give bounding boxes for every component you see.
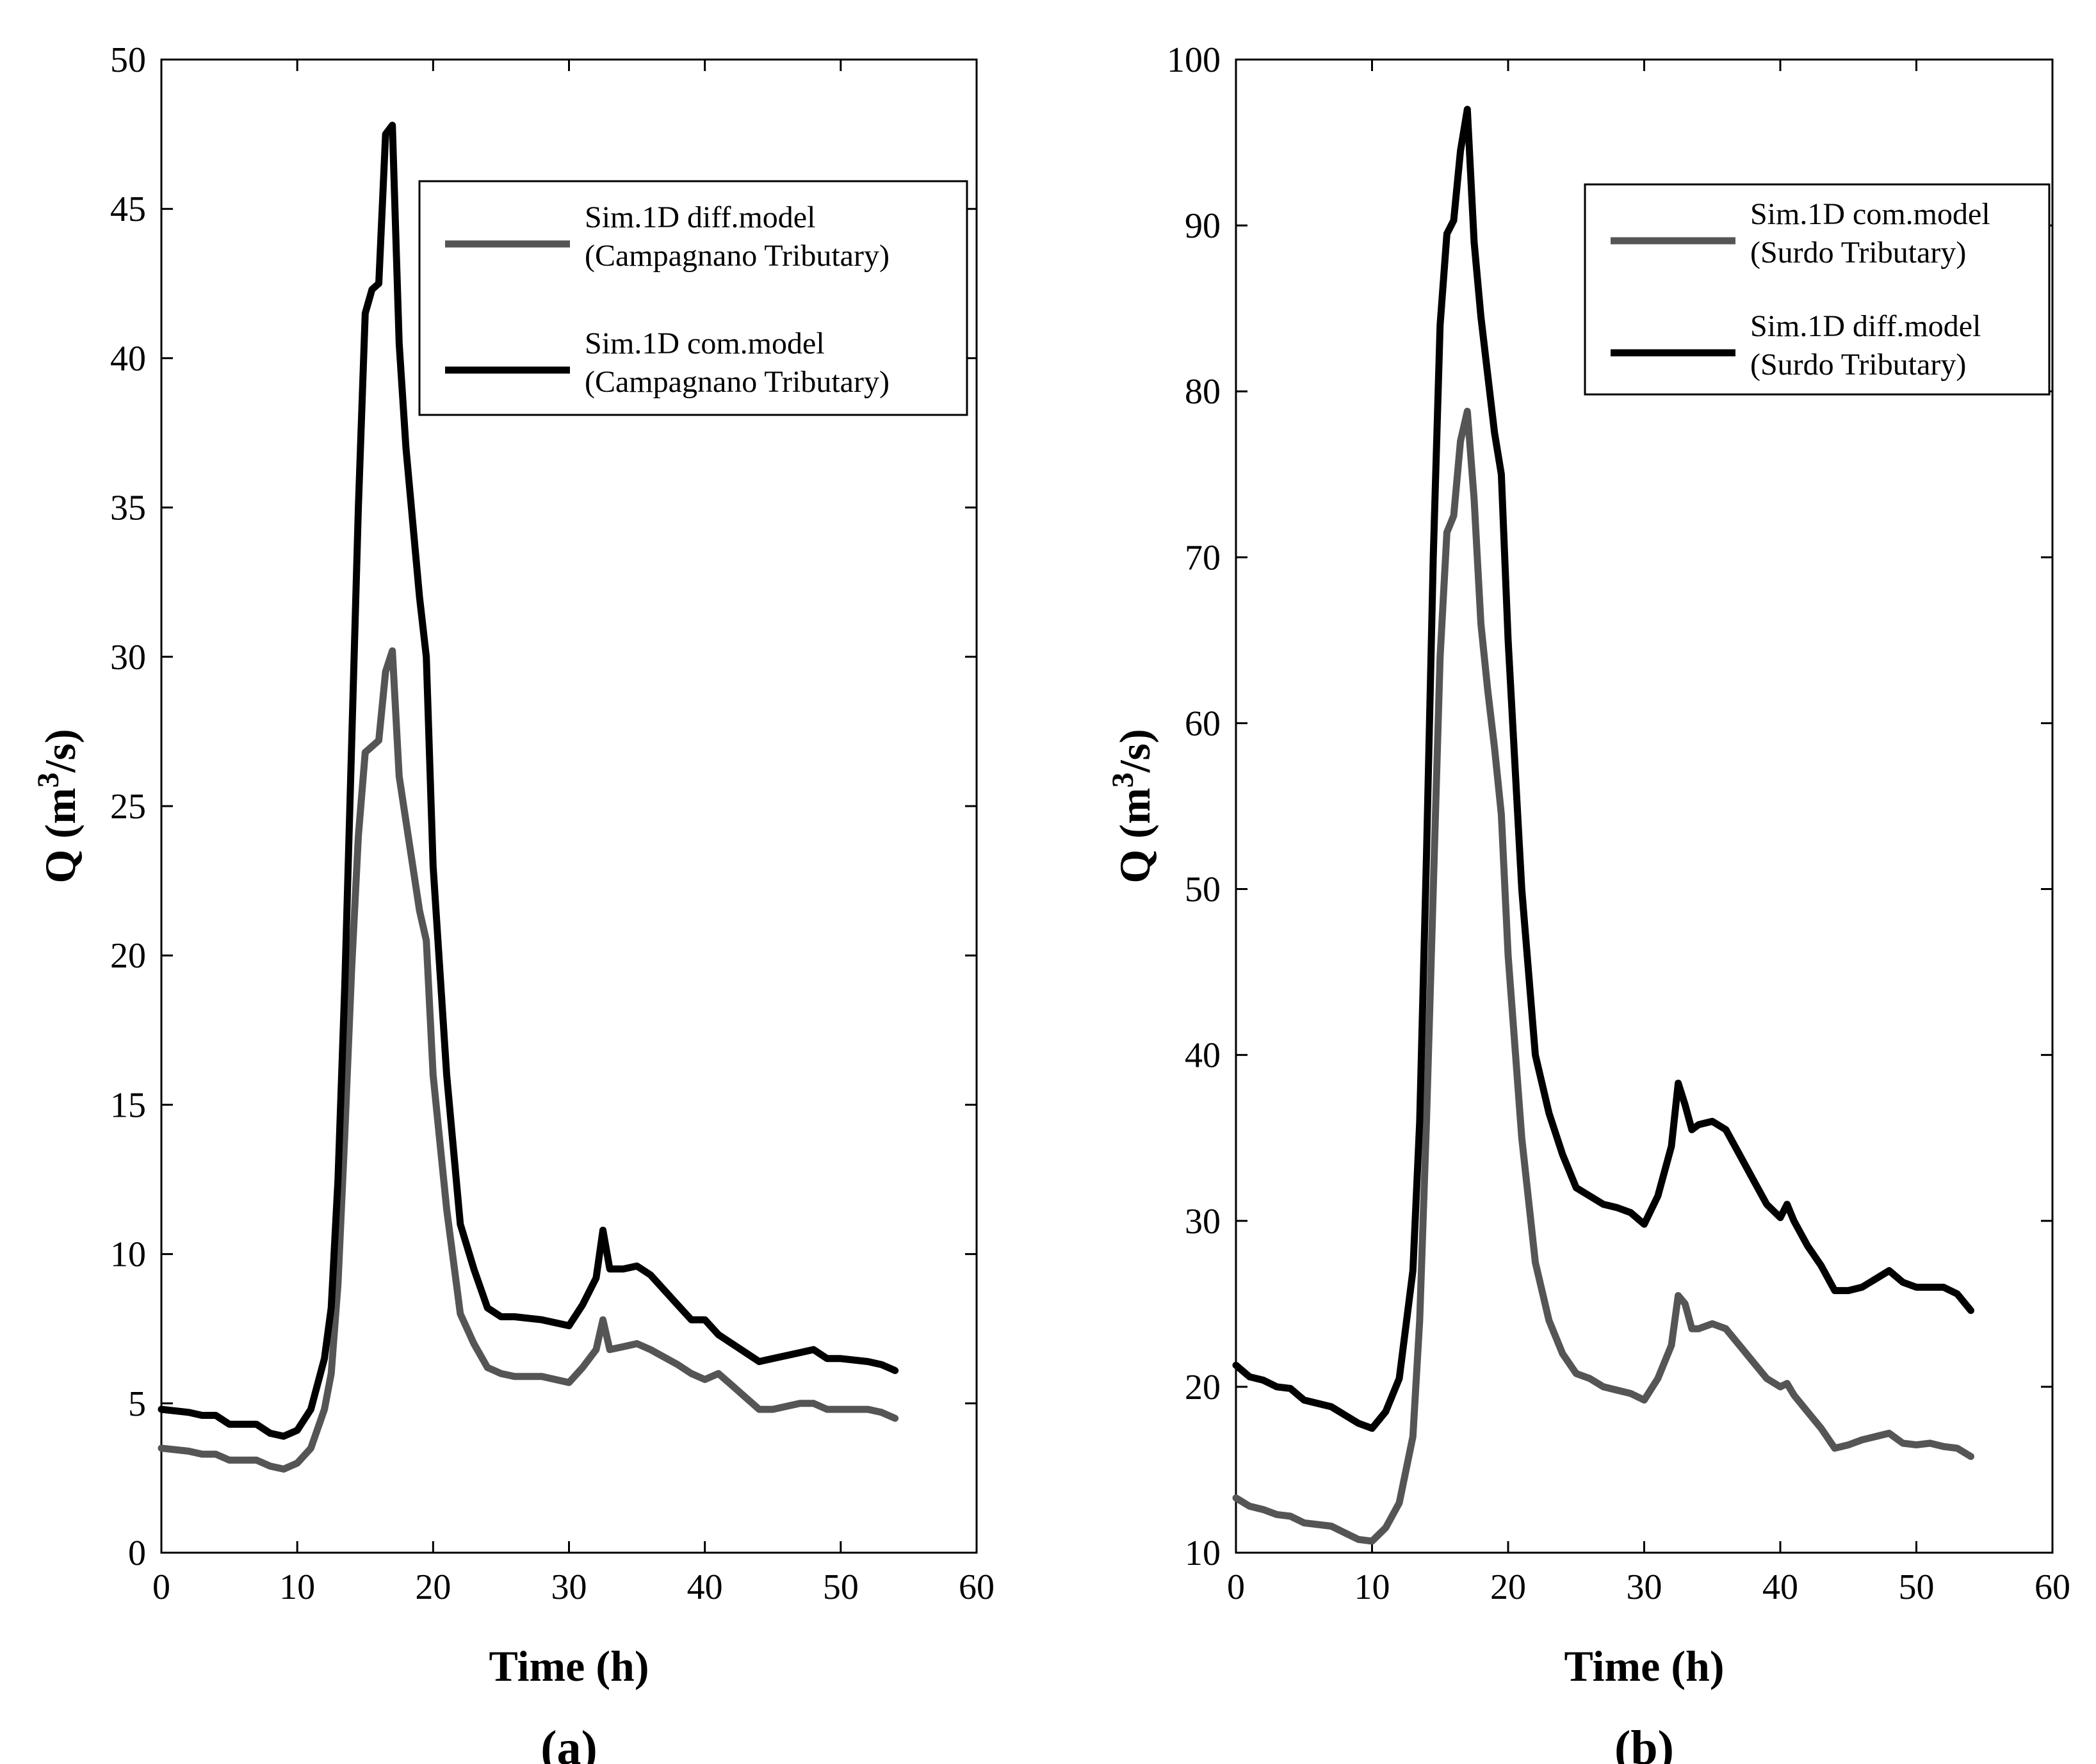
- y-tick-label: 35: [110, 489, 146, 528]
- x-axis-label: Time (h): [489, 1642, 649, 1690]
- x-axis-label: Time (h): [1564, 1642, 1725, 1690]
- y-tick-label: 20: [1185, 1368, 1221, 1407]
- y-tick-label: 50: [110, 40, 146, 80]
- x-tick-label: 0: [152, 1567, 170, 1607]
- legend-box: [418, 180, 968, 416]
- x-tick-label: 20: [415, 1567, 451, 1607]
- legend-label-1-line2: (Campagnano Tributary): [585, 239, 890, 273]
- y-axis-label: Q (m3/s): [1106, 729, 1159, 883]
- y-axis-label: Q (m3/s): [31, 729, 85, 883]
- y-tick-label: 70: [1185, 538, 1221, 578]
- series-line-1: [1232, 407, 1974, 1545]
- x-tick-label: 50: [1899, 1567, 1935, 1607]
- y-tick-label: 100: [1167, 40, 1221, 80]
- x-tick-label: 40: [687, 1567, 723, 1607]
- y-tick-label: 30: [110, 638, 146, 677]
- y-tick-label: 0: [128, 1533, 146, 1573]
- y-tick-label: 80: [1185, 372, 1221, 412]
- legend-label-2-line2: (Campagnano Tributary): [585, 365, 890, 399]
- y-tick-label: 10: [110, 1235, 146, 1275]
- y-tick-label: 20: [110, 936, 146, 976]
- y-tick-label: 10: [1185, 1533, 1221, 1573]
- legend-label-2-line2: (Surdo Tributary): [1750, 348, 1966, 382]
- y-tick-label: 45: [110, 190, 146, 229]
- y-tick-label: 50: [1185, 870, 1221, 910]
- x-tick-label: 30: [551, 1567, 587, 1607]
- legend-box: [1584, 183, 2051, 396]
- y-tick-label: 25: [110, 787, 146, 827]
- y-tick-label: 5: [128, 1384, 146, 1424]
- panel-label: (b): [1614, 1721, 1674, 1764]
- series-line-2: [158, 122, 899, 1440]
- legend-label-1: Sim.1D diff.model: [585, 200, 815, 234]
- panel-b-chart: 0 10 20 30 40 50 60102030405060708090100Sim.1D…: [1106, 40, 2070, 1764]
- legend-label-1: Sim.1D com.model: [1750, 197, 1990, 231]
- panel-a-chart: 0 10 20 30 40 50 60 0 5 10 15 20 25 30 35 40 45 50 Sim.1D …: [31, 40, 995, 1764]
- series-line-1: [158, 647, 899, 1473]
- x-tick-label: 30: [1627, 1567, 1662, 1607]
- legend: Sim.1D com.model (Surdo Tributary) Sim.1D …: [1584, 183, 2051, 396]
- legend-label-2: Sim.1D com.model: [585, 327, 825, 360]
- y-tick-label: 30: [1185, 1202, 1221, 1242]
- x-tick-label: 60: [959, 1567, 995, 1607]
- legend-label-1-line2: (Surdo Tributary): [1750, 236, 1966, 270]
- panel-label: (a): [540, 1721, 597, 1764]
- y-tick-label: 40: [1185, 1036, 1221, 1076]
- x-tick-label: 40: [1762, 1567, 1798, 1607]
- legend-label-2: Sim.1D diff.model: [1750, 309, 1981, 343]
- x-tick-label: 10: [1354, 1567, 1390, 1607]
- y-tick-label: 60: [1185, 704, 1221, 743]
- x-tick-label: 20: [1490, 1567, 1526, 1607]
- x-tick-label: 60: [2035, 1567, 2070, 1607]
- x-tick-label: 0: [1227, 1567, 1245, 1607]
- y-tick-label: 40: [110, 339, 146, 378]
- x-tick-label: 10: [279, 1567, 315, 1607]
- legend: Sim.1D diff.model (Campagnano Tributary) S…: [418, 180, 968, 416]
- series-line-2: [1232, 106, 1974, 1432]
- x-tick-label: 50: [823, 1567, 859, 1607]
- y-tick-label: 15: [110, 1085, 146, 1125]
- y-tick-label: 90: [1185, 206, 1221, 246]
